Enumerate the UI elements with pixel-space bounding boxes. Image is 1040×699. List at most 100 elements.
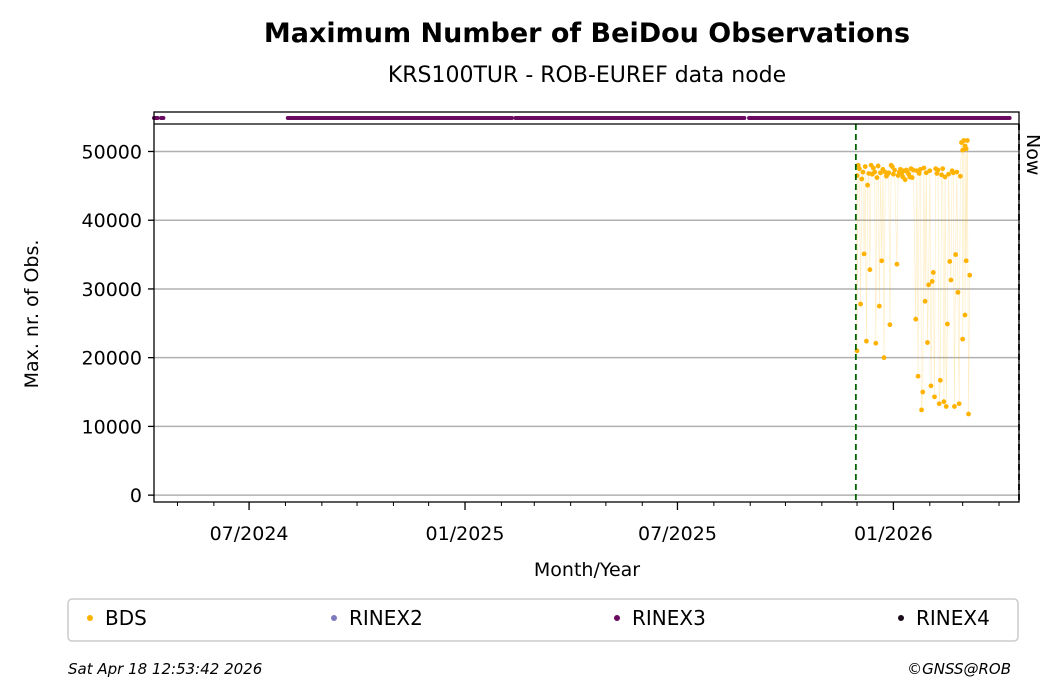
data-point bbox=[859, 176, 865, 182]
data-point bbox=[856, 166, 862, 172]
data-point bbox=[913, 316, 919, 322]
data-point bbox=[928, 383, 934, 389]
data-point bbox=[963, 258, 969, 264]
legend-marker bbox=[898, 615, 904, 621]
axes: 0 10000 20000 30000 40000 50000 07/2024 01/2025… bbox=[82, 111, 1020, 545]
data-point bbox=[927, 168, 933, 174]
data-point bbox=[873, 340, 879, 346]
y-axis-label: Max. nr. of Obs. bbox=[21, 240, 43, 389]
data-point bbox=[955, 289, 961, 295]
data-point bbox=[875, 163, 881, 169]
legend-label: RINEX3 bbox=[632, 606, 706, 630]
data-point bbox=[954, 169, 960, 175]
chart-title: Maximum Number of BeiDou Observations bbox=[264, 18, 910, 49]
legend-label: RINEX2 bbox=[349, 606, 423, 630]
x-axis-label: Month/Year bbox=[534, 559, 640, 581]
data-point bbox=[889, 164, 895, 170]
data-point bbox=[876, 303, 882, 309]
legend-marker bbox=[87, 615, 93, 621]
strip-point bbox=[155, 116, 160, 120]
data-point bbox=[878, 170, 883, 176]
data-point bbox=[891, 171, 896, 177]
grid-lines bbox=[154, 150, 1019, 496]
data-point bbox=[962, 312, 968, 318]
y-tick-label: 50000 bbox=[82, 141, 142, 163]
data-point bbox=[946, 171, 951, 177]
data-point bbox=[871, 165, 876, 171]
data-point bbox=[932, 394, 937, 400]
data-point bbox=[916, 171, 922, 176]
data-point bbox=[929, 278, 935, 284]
footer-credit: ©GNSS@ROB bbox=[907, 660, 1011, 678]
y-tick-label: 30000 bbox=[82, 279, 142, 301]
legend-marker bbox=[331, 615, 337, 621]
data-point bbox=[920, 389, 926, 395]
data-point bbox=[879, 258, 885, 264]
x-tick-label: 07/2025 bbox=[638, 523, 717, 545]
strip-point bbox=[161, 116, 166, 120]
data-point bbox=[960, 336, 966, 342]
footer-timestamp: Sat Apr 18 12:53:42 2026 bbox=[68, 660, 262, 678]
data-point bbox=[941, 399, 947, 405]
data-point bbox=[864, 338, 869, 344]
data-point bbox=[909, 175, 915, 181]
data-point bbox=[947, 259, 953, 264]
data-point bbox=[948, 277, 954, 283]
data-point bbox=[902, 177, 908, 183]
x-tick-label: 01/2025 bbox=[426, 523, 505, 545]
data-point bbox=[886, 170, 892, 176]
data-point bbox=[945, 321, 950, 327]
data-point bbox=[887, 322, 893, 328]
data-point bbox=[952, 404, 957, 409]
data-point bbox=[966, 411, 971, 417]
strip-point bbox=[1007, 116, 1012, 120]
data-point bbox=[923, 170, 929, 176]
data-point bbox=[894, 261, 900, 267]
data-point bbox=[953, 252, 959, 257]
strip-point bbox=[742, 116, 747, 120]
data-point bbox=[956, 401, 962, 407]
y-tick-label: 40000 bbox=[82, 210, 142, 232]
data-point bbox=[940, 166, 946, 172]
data-point bbox=[872, 169, 878, 175]
x-tick-label: 01/2026 bbox=[854, 523, 933, 545]
data-point bbox=[921, 165, 927, 171]
data-point bbox=[860, 169, 866, 175]
data-point bbox=[892, 167, 897, 173]
data-point bbox=[865, 182, 870, 188]
data-point bbox=[915, 373, 921, 379]
data-point bbox=[957, 173, 963, 179]
data-point bbox=[937, 377, 943, 383]
strip-point bbox=[509, 116, 514, 120]
data-point bbox=[862, 164, 868, 170]
data-point bbox=[943, 404, 949, 409]
legend-box bbox=[67, 598, 1019, 642]
marker-label: Now bbox=[1022, 134, 1040, 175]
data-point bbox=[967, 272, 973, 278]
data-point bbox=[858, 301, 863, 307]
y-tick-label: 0 bbox=[130, 485, 142, 507]
legend-label: BDS bbox=[105, 606, 147, 630]
legend: BDS RINEX2 RINEX3 RINEX4 bbox=[87, 606, 990, 630]
chart-subtitle: KRS100TUR - ROB-EUREF data node bbox=[388, 63, 786, 88]
series-line bbox=[856, 140, 970, 415]
data-series bbox=[854, 138, 973, 417]
data-point bbox=[922, 298, 928, 304]
y-tick-label: 10000 bbox=[82, 416, 142, 438]
data-point bbox=[961, 138, 967, 143]
availability-strip bbox=[152, 116, 1012, 120]
x-tick-label: 07/2024 bbox=[210, 523, 289, 545]
data-point bbox=[936, 401, 942, 407]
data-point bbox=[867, 267, 873, 273]
data-point bbox=[942, 174, 948, 180]
plot-frame bbox=[153, 111, 1020, 503]
data-point bbox=[939, 172, 944, 178]
data-point bbox=[861, 251, 867, 257]
data-point bbox=[926, 282, 932, 288]
data-point bbox=[874, 175, 880, 181]
legend-label: RINEX4 bbox=[916, 606, 990, 630]
data-point bbox=[935, 167, 941, 173]
data-point bbox=[925, 340, 930, 345]
data-point bbox=[919, 407, 924, 413]
